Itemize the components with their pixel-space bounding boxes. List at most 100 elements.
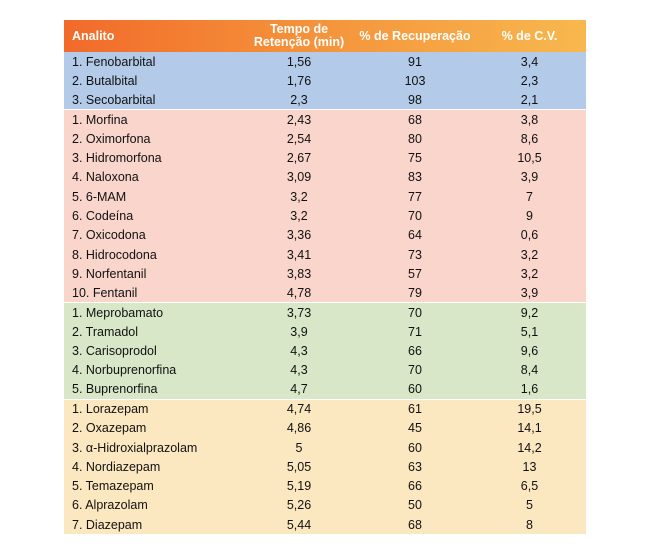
analyte-name: 1. Fenobarbital	[72, 54, 156, 69]
recovery-percent: 64	[408, 228, 422, 243]
table-row: 5. Temazepam 5,19 66 6,5	[64, 476, 586, 496]
recovery-percent: 80	[408, 131, 422, 146]
recovery-percent: 45	[408, 421, 422, 436]
table-row: 5. 6-MAM 3,2 77 7	[64, 187, 586, 207]
table-row: 1. Morfina 2,43 68 3,8	[64, 109, 586, 130]
table-row: 2. Butalbital 1,76 103 2,3	[64, 71, 586, 91]
header-analyte: Analito	[72, 28, 115, 43]
cv-percent: 9,6	[520, 344, 539, 359]
retention-time: 1,56	[286, 54, 312, 69]
header-cv: % de C.V.	[501, 28, 558, 43]
retention-time: 5	[295, 440, 303, 455]
recovery-percent: 68	[357, 109, 473, 130]
table-row: 3. Hidromorfona 2,67 75 10,5	[64, 148, 586, 168]
retention-time: 5,26	[286, 498, 312, 513]
cv-percent: 19,5	[473, 398, 586, 419]
analyte-name: 7. Oxicodona	[72, 228, 146, 243]
cv-percent: 6,5	[520, 479, 539, 494]
analyte-name: 10. Fentanil	[72, 285, 138, 300]
cv-percent: 14,2	[517, 440, 542, 455]
retention-time: 4,74	[241, 398, 357, 419]
cv-percent: 8,4	[520, 363, 539, 378]
analyte-name: 2. Tramadol	[72, 324, 139, 339]
table-row: 3. Carisoprodol 4,3 66 9,6	[64, 341, 586, 361]
header-retention-time: Tempo de Retenção (min)	[253, 22, 345, 49]
cv-percent: 9,2	[473, 302, 586, 323]
analyte-name: 2. Oxazepam	[72, 421, 147, 436]
table-row: 4. Nordiazepam 5,05 63 13	[64, 457, 586, 477]
analyte-name: 3. Hidromorfona	[72, 151, 162, 166]
cv-percent: 0,6	[520, 228, 539, 243]
recovery-percent: 70	[408, 209, 422, 224]
analyte-name: 1. Lorazepam	[64, 398, 241, 419]
retention-time: 3,09	[286, 170, 312, 185]
header-recovery: % de Recuperação	[359, 28, 471, 43]
retention-time: 2,3	[290, 92, 308, 107]
analyte-name: 3. Carisoprodol	[72, 344, 157, 359]
cv-percent: 3,2	[520, 266, 539, 281]
retention-time: 2,54	[286, 131, 312, 146]
recovery-percent: 60	[408, 440, 422, 455]
retention-time: 4,3	[290, 344, 308, 359]
table-row: 8. Hidrocodona 3,41 73 3,2	[64, 244, 586, 265]
cv-percent: 3,9	[520, 285, 539, 300]
cv-percent: 8	[526, 517, 533, 532]
analyte-name: 4. Norbuprenorfina	[72, 363, 177, 378]
analyte-name: 4. Naloxona	[72, 170, 139, 185]
retention-time: 2,43	[241, 109, 357, 130]
table-row: 2. Tramadol 3,9 71 5,1	[64, 322, 586, 342]
table-header: Analito Tempo de Retenção (min) % de Rec…	[64, 20, 586, 52]
header-row: Analito Tempo de Retenção (min) % de Rec…	[64, 20, 586, 52]
analyte-name: 1. Morfina	[64, 109, 241, 130]
cv-percent: 3,9	[520, 170, 539, 185]
cv-percent: 5	[526, 498, 533, 513]
analyte-name: 2. Butalbital	[72, 73, 138, 88]
table-row: 7. Oxicodona 3,36 64 0,6	[64, 225, 586, 245]
analyte-name: 3. α-Hidroxialprazolam	[72, 440, 198, 455]
table-row: 4. Norbuprenorfina 4,3 70 8,4	[64, 360, 586, 381]
recovery-percent: 83	[408, 170, 422, 185]
analyte-name: 3. Secobarbital	[72, 92, 156, 107]
recovery-percent: 98	[408, 92, 422, 107]
cv-percent: 5,1	[520, 324, 539, 339]
table-row: 9. Norfentanil 3,83 57 3,2	[64, 264, 586, 284]
recovery-percent: 50	[408, 498, 422, 513]
recovery-percent: 103	[404, 73, 426, 88]
recovery-percent: 68	[408, 517, 422, 532]
retention-time: 1,76	[286, 73, 312, 88]
table-row: 2. Oxazepam 4,86 45 14,1	[64, 418, 586, 438]
table-row: 2. Oximorfona 2,54 80 8,6	[64, 129, 586, 149]
cv-percent: 7	[526, 189, 533, 204]
cv-percent: 1,6	[520, 382, 539, 397]
retention-time: 3,41	[286, 247, 312, 262]
table-body: 1. Fenobarbital 1,56 91 3,4 2. Butalbital 1,7…	[64, 52, 586, 535]
retention-time: 4,78	[286, 285, 312, 300]
retention-time: 5,05	[286, 459, 312, 474]
cv-percent: 2,1	[520, 92, 539, 107]
recovery-percent: 73	[408, 247, 422, 262]
table-row: 1. Lorazepam 4,74 61 19,5	[64, 398, 586, 419]
recovery-percent: 70	[357, 302, 473, 323]
table-row: 4. Naloxona 3,09 83 3,9	[64, 167, 586, 188]
cv-percent: 2,3	[520, 73, 539, 88]
recovery-percent: 61	[357, 398, 473, 419]
table-row: 7. Diazepam 5,44 68 8	[64, 515, 586, 535]
retention-time: 3,2	[290, 189, 308, 204]
analyte-name: 9. Norfentanil	[72, 266, 147, 281]
analyte-name: 2. Oximorfona	[72, 131, 151, 146]
analyte-table: Analito Tempo de Retenção (min) % de Rec…	[64, 20, 586, 535]
cv-percent: 8,6	[520, 131, 539, 146]
retention-time: 3,2	[290, 209, 308, 224]
table-row: 3. α-Hidroxialprazolam 5 60 14,2	[64, 437, 586, 458]
analyte-name: 7. Diazepam	[72, 517, 143, 532]
retention-time: 4,86	[286, 421, 312, 436]
analyte-name: 8. Hidrocodona	[72, 247, 157, 262]
cv-percent: 14,1	[517, 421, 542, 436]
recovery-percent: 75	[408, 151, 422, 166]
analyte-name: 1. Meprobamato	[64, 302, 241, 323]
retention-time: 3,9	[290, 324, 308, 339]
recovery-percent: 91	[408, 54, 422, 69]
cv-percent: 3,8	[473, 109, 586, 130]
recovery-percent: 57	[408, 266, 422, 281]
analyte-name: 6. Codeína	[72, 209, 134, 224]
